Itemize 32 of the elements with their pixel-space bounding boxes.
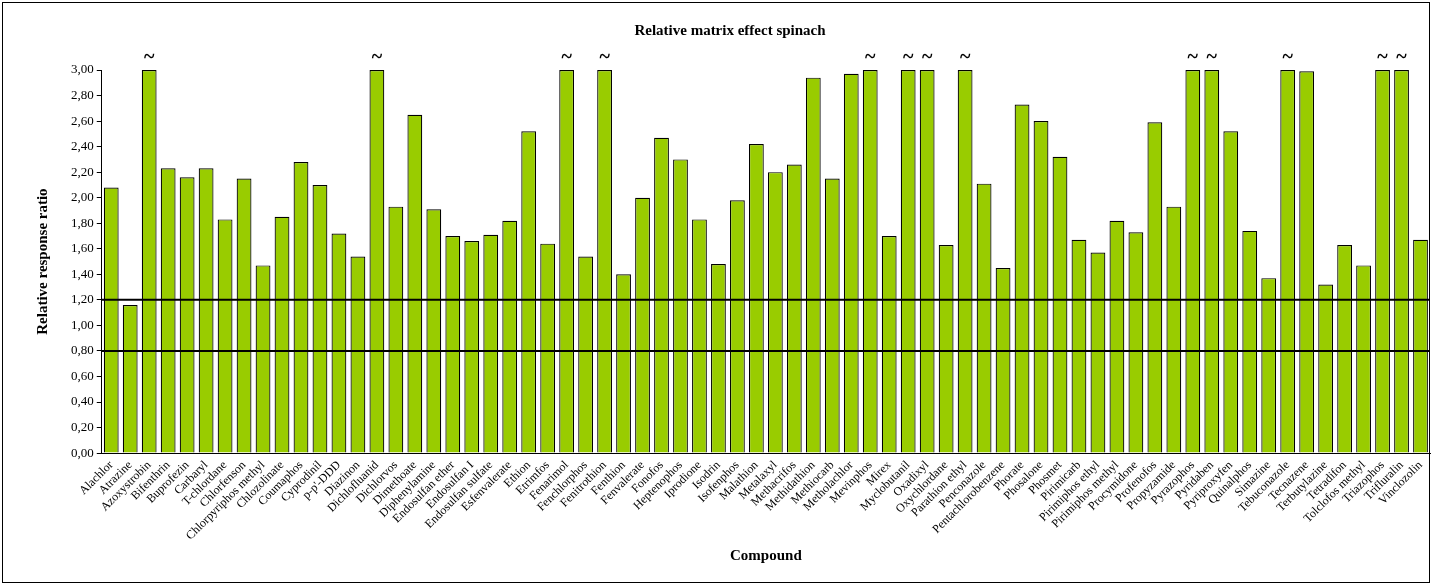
y-tick-label: 2,60 bbox=[71, 112, 94, 128]
y-axis-title: Relative response ratio bbox=[33, 188, 50, 335]
y-tick-label: 0,60 bbox=[71, 367, 94, 383]
data-label: ~ bbox=[1377, 45, 1389, 68]
y-tick-label: 3,00 bbox=[71, 61, 94, 77]
data-label: ~ bbox=[865, 45, 877, 68]
y-tick-label: 2,20 bbox=[71, 163, 94, 179]
data-label: ~ bbox=[143, 45, 155, 68]
data-label: ~ bbox=[921, 45, 933, 68]
y-tick-label: 1,20 bbox=[71, 291, 94, 307]
data-label: ~ bbox=[902, 45, 914, 68]
data-label: ~ bbox=[599, 45, 611, 68]
y-tick-label: 1,40 bbox=[71, 265, 94, 281]
y-tick-label: 0,20 bbox=[71, 418, 94, 434]
data-label: ~ bbox=[1187, 45, 1199, 68]
y-tick-label: 1,00 bbox=[71, 316, 94, 332]
data-label: ~ bbox=[1206, 45, 1218, 68]
y-tick-label: 0,00 bbox=[71, 444, 94, 460]
data-label: ~ bbox=[1282, 45, 1294, 68]
y-tick-label: 2,40 bbox=[71, 138, 94, 154]
chart-title: Relative matrix effect spinach bbox=[634, 21, 827, 38]
x-axis-title: Compound bbox=[730, 546, 803, 563]
y-tick-label: 2,00 bbox=[71, 189, 94, 205]
y-tick-label: 1,80 bbox=[71, 214, 94, 230]
data-label: ~ bbox=[1396, 45, 1408, 68]
data-label: ~ bbox=[561, 45, 573, 68]
y-tick-label: 1,60 bbox=[71, 240, 94, 256]
y-tick-label: 2,80 bbox=[71, 86, 94, 102]
data-label: ~ bbox=[371, 45, 383, 68]
y-tick-label: 0,80 bbox=[71, 342, 94, 358]
y-tick-label: 0,40 bbox=[71, 393, 94, 409]
data-label: ~ bbox=[959, 45, 971, 68]
